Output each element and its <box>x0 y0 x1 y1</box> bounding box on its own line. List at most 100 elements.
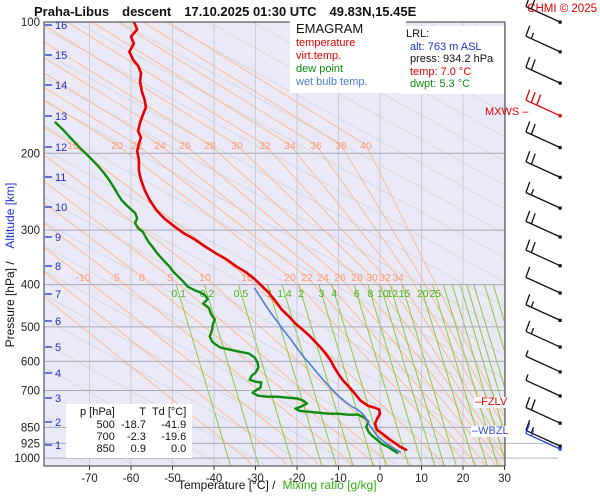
mixing-ratio-label: 10 <box>377 288 389 300</box>
dry-adiabat-label: 40 <box>360 140 372 152</box>
dry-adiabat-label: 30 <box>231 140 243 152</box>
moist-adiabat-line <box>119 22 505 235</box>
wind-barb-shaft <box>525 429 561 447</box>
wind-barb-shaft <box>525 330 561 348</box>
dry-adiabat-label: 15 <box>241 272 253 284</box>
wind-barb-dot <box>558 235 562 239</box>
dry-adiabat-label: 10 <box>199 272 211 284</box>
pressure-tick-label: 400 <box>21 280 40 292</box>
wind-barb-feather <box>525 151 531 162</box>
wind-barb-feather <box>530 59 536 71</box>
mixing-ratio-line <box>389 283 445 466</box>
wind-barb-dot <box>558 175 562 179</box>
moist-adiabat-line <box>44 173 505 428</box>
wind-barb-shaft <box>525 249 561 267</box>
x-tick-label: 20 <box>457 473 470 485</box>
altitude-tick-label: 2 <box>55 417 61 429</box>
plot-background <box>44 22 505 466</box>
dry-adiabat-label: 28 <box>204 140 216 152</box>
wind-barb <box>525 350 562 374</box>
cell-t-700: -2.3 <box>126 431 146 443</box>
legend-item-dew-point: dew point <box>296 63 344 75</box>
moist-adiabat-line <box>44 270 400 466</box>
wind-barb-shaft <box>525 99 561 117</box>
pressure-tick-label: 500 <box>21 322 40 334</box>
wind-barb-half-feather <box>525 374 529 381</box>
mixing-ratio-line <box>297 283 354 466</box>
cell-td-850: 0.0 <box>171 443 187 455</box>
wind-barb <box>525 320 562 349</box>
wind-barb-shaft <box>525 276 561 294</box>
wind-barb-shaft <box>525 220 561 238</box>
wind-barb-dot <box>558 447 562 451</box>
moist-adiabat-line <box>251 22 505 162</box>
wind-barb <box>525 0 562 24</box>
mixing-ratio-label: 3 <box>319 288 325 300</box>
moist-adiabat-line <box>44 342 268 466</box>
sounding-mode: descent <box>122 4 172 19</box>
cell-t-500: -18.7 <box>120 419 146 431</box>
wind-barb-dot <box>558 114 562 118</box>
mixing-ratio-label: 8 <box>368 288 374 300</box>
mixing-ratio-line <box>483 283 505 355</box>
station-name: Praha-Libus <box>34 4 110 19</box>
wind-barb-dot <box>558 206 562 210</box>
mixing-ratio-line <box>379 283 436 466</box>
dry-adiabat-line <box>44 246 320 466</box>
pressure-tick-label: 700 <box>21 386 40 398</box>
col-dewpoint: Td [°C] <box>151 406 187 418</box>
mixing-ratio-label: 0.2 <box>200 288 215 300</box>
mixing-ratio-line <box>281 283 337 466</box>
dry-adiabat-line <box>167 22 505 419</box>
dry-adiabat-line <box>44 126 445 466</box>
dry-adiabat-line <box>117 22 505 441</box>
mixing-ratio-line <box>175 283 232 466</box>
pressure-tick-label: 925 <box>21 438 40 450</box>
wind-barb-feather <box>530 241 536 253</box>
cell-p-850: 850 <box>96 443 115 455</box>
wet-bulb-zero-marker: –WBZL <box>471 425 510 437</box>
dry-adiabat-label: 28 <box>351 272 363 284</box>
wind-barb <box>525 181 562 210</box>
x-tick-label: -60 <box>123 473 140 485</box>
lrl-title: LRL: <box>406 28 430 40</box>
wind-barb-dot <box>558 291 562 295</box>
wind-barb <box>525 89 562 118</box>
wind-barb-shaft <box>525 432 561 450</box>
wind-barb-shaft <box>525 161 561 178</box>
altitude-tick-label: 7 <box>55 289 61 301</box>
wind-barb-feather <box>530 0 536 10</box>
mixing-ratio-label: 12 <box>387 288 399 300</box>
dry-adiabat-label: 32 <box>259 140 271 152</box>
legend-title: EMAGRAM <box>296 21 364 36</box>
key-levels-table: p [hPa] T Td [°C] 500 -18.7 -41.9 700 -2… <box>66 404 193 458</box>
altitude-tick-label: 16 <box>55 20 67 32</box>
dry-adiabat-label: 22 <box>301 272 313 284</box>
lrl-dewpoint: dwpt: 5.3 °C <box>410 78 471 90</box>
mixing-ratio-label: 6 <box>354 288 360 300</box>
altitude-tick-label: 12 <box>55 142 67 154</box>
mixing-ratio-label: 2 <box>298 288 304 300</box>
wind-barb <box>525 25 562 54</box>
dry-adiabat-line <box>66 22 505 458</box>
mixing-ratio-label: 0.5 <box>234 288 249 300</box>
mixing-ratio-line <box>419 283 476 466</box>
wind-barb-shaft <box>525 406 561 424</box>
cell-td-700: -19.6 <box>161 431 187 443</box>
y-axis-title-pressure: Pressure [hPa] / <box>3 261 17 348</box>
x-axis-title: Temperature [°C] / Mixing ratio [g/kg] <box>178 478 377 492</box>
wind-barb-feather <box>525 0 529 7</box>
x-tick-label: -40 <box>206 473 223 485</box>
wind-barb <box>525 56 562 85</box>
x-axis-title-temperature: Temperature [°C] / <box>178 478 276 492</box>
altitude-tick-label: 6 <box>55 316 61 328</box>
wind-barb-shaft <box>525 355 561 373</box>
table-row: 500 -18.7 -41.9 <box>74 419 187 431</box>
moist-adiabat-line <box>207 22 505 186</box>
dry-adiabat-label: 34 <box>284 140 296 152</box>
wind-barb-feather <box>530 91 536 103</box>
moist-adiabat-line <box>44 124 505 380</box>
page-title: Praha-Libus descent 17.10.2025 01:30 UTC… <box>34 4 416 19</box>
wind-barb-feather <box>525 239 531 251</box>
wind-barb-shaft <box>525 35 561 53</box>
